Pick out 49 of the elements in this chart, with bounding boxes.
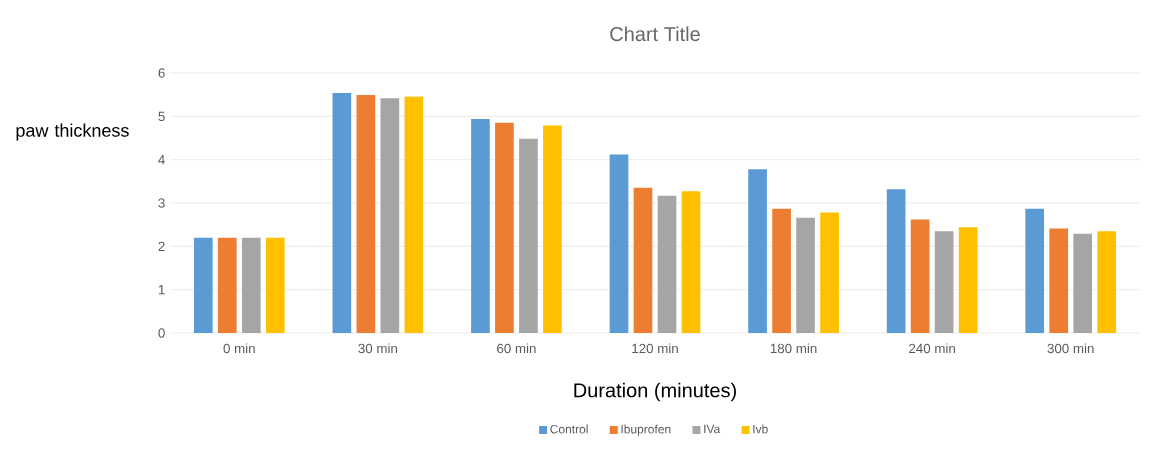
- y-tick-label: 2: [158, 241, 165, 251]
- x-tick-label: 60 min: [497, 343, 536, 354]
- x-tick-label: 0 min: [223, 343, 255, 354]
- legend-label: Ivb: [753, 424, 768, 434]
- chart-title: Chart Title: [610, 26, 700, 42]
- bar: [1025, 208, 1045, 333]
- bar: [958, 227, 978, 333]
- bar: [796, 217, 815, 333]
- x-tick-label: 120 min: [632, 343, 678, 354]
- x-tick-label: 180 min: [770, 343, 817, 354]
- bar: [633, 187, 653, 333]
- y-tick-label: 0: [158, 328, 165, 338]
- bar: [519, 138, 538, 333]
- bar: [1049, 228, 1069, 333]
- bar: [1097, 231, 1117, 333]
- y-tick-label: 5: [158, 111, 165, 121]
- bar: [1073, 233, 1093, 333]
- x-axis-title: Duration (minutes): [574, 382, 736, 402]
- y-tick-label: 1: [158, 285, 165, 295]
- x-tick-label: 240 min: [909, 343, 955, 354]
- legend-label: Control: [550, 424, 588, 434]
- bar: [471, 118, 490, 333]
- bar: [241, 237, 261, 333]
- bar: [772, 208, 791, 333]
- bar: [356, 95, 376, 333]
- bar: [910, 219, 930, 333]
- bar: [217, 237, 237, 333]
- legend-label: Ibuprofen: [621, 424, 671, 436]
- x-tick-label: 300 min: [1047, 343, 1094, 354]
- bar: [681, 191, 701, 333]
- bar: [404, 96, 424, 333]
- legend-label: IVa: [704, 424, 721, 434]
- bar: [193, 237, 213, 333]
- bar: [380, 98, 400, 333]
- bar: [609, 154, 629, 333]
- bar: [886, 189, 906, 333]
- bar: [820, 212, 839, 333]
- bar: [934, 231, 954, 333]
- y-tick-label: 4: [158, 155, 165, 165]
- bar: [265, 237, 285, 333]
- y-tick-label: 3: [158, 198, 165, 208]
- bar: [495, 122, 514, 333]
- x-tick-label: 30 min: [358, 343, 397, 354]
- y-tick-label: 6: [158, 68, 165, 78]
- bar: [332, 92, 352, 333]
- bar: [657, 195, 677, 333]
- bar: [543, 125, 562, 333]
- bar: [748, 169, 767, 333]
- y-axis-title: paw thickness: [16, 123, 129, 141]
